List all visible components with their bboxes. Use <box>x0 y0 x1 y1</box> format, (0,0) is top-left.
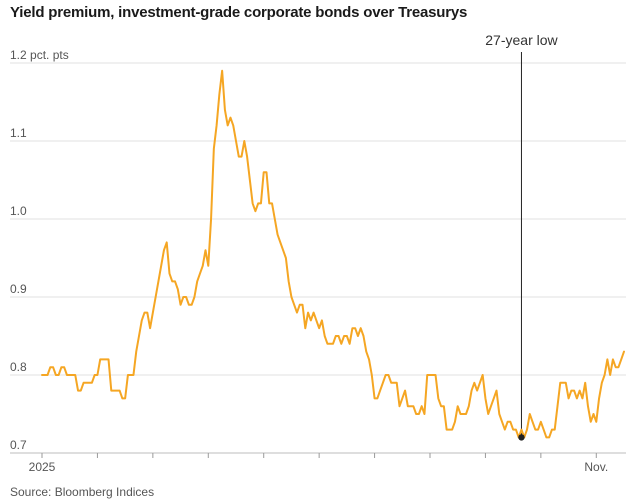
line-chart: 1.2 pct. pts 1.1 1.0 0.9 0.8 0.7 2025 Nov. 27-… <box>10 32 626 474</box>
annotation-label: 27-year low <box>485 32 558 48</box>
y-tick-label: 0.8 <box>10 360 27 374</box>
chart-title: Yield premium, investment-grade corporat… <box>10 4 468 21</box>
annotation-27-year-low: 27-year low <box>485 32 559 438</box>
y-tick-label: 1.0 <box>10 204 27 218</box>
x-tick-label: 2025 <box>29 460 56 474</box>
y-tick-label: 0.9 <box>10 282 27 296</box>
gridlines <box>10 62 626 376</box>
source-note: Source: Bloomberg Indices <box>10 485 155 499</box>
y-axis-tick-labels: 1.2 pct. pts 1.1 1.0 0.9 0.8 0.7 <box>10 48 69 452</box>
y-tick-label: 1.2 pct. pts <box>10 48 69 62</box>
annotation-dot <box>518 434 525 441</box>
series-group <box>41 69 625 441</box>
series-line <box>41 69 625 439</box>
x-axis: 2025 Nov. <box>10 452 626 474</box>
y-tick-label: 0.7 <box>10 438 27 452</box>
x-tick-label: Nov. <box>584 460 608 474</box>
y-tick-label: 1.1 <box>10 126 27 140</box>
